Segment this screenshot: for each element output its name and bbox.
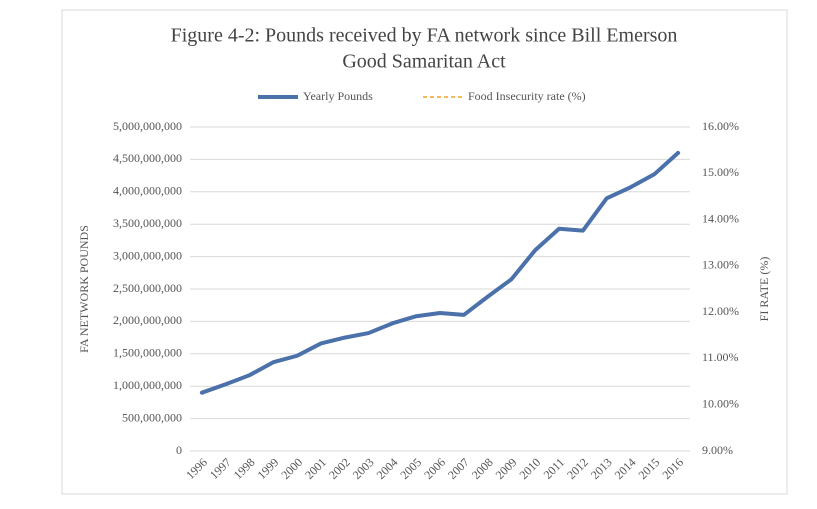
- y2-tick-label: 12.00%: [702, 304, 739, 318]
- y-axis-label: FA NETWORK POUNDS: [77, 225, 91, 353]
- y-tick-label: 4,000,000,000: [113, 184, 182, 198]
- y-tick-label: 2,000,000,000: [113, 313, 182, 327]
- chart-border: [61, 9, 788, 495]
- y-tick-label: 3,000,000,000: [113, 248, 182, 262]
- y2-tick-label: 15.00%: [702, 165, 739, 179]
- chart-subtitle: Good Samaritan Act: [342, 51, 506, 73]
- y2-tick-label: 11.00%: [702, 350, 739, 364]
- y2-tick-label: 10.00%: [702, 396, 739, 410]
- y-tick-label: 500,000,000: [122, 410, 182, 424]
- y-tick-label: 1,000,000,000: [113, 378, 182, 392]
- y2-tick-label: 9.00%: [702, 443, 733, 457]
- y-tick-label: 0: [176, 443, 182, 457]
- y-tick-label: 3,500,000,000: [113, 216, 182, 230]
- series-line: [199, 150, 681, 395]
- y-tick-label: 1,500,000,000: [113, 346, 182, 360]
- chart-title: Figure 4-2: Pounds received by FA networ…: [171, 25, 678, 47]
- y-tick-label: 5,000,000,000: [113, 119, 182, 133]
- y2-axis-label: FI RATE (%): [757, 257, 771, 322]
- y-tick-label: 2,500,000,000: [113, 281, 182, 295]
- y2-tick-label: 14.00%: [702, 211, 739, 225]
- y-tick-label: 4,500,000,000: [113, 151, 182, 165]
- legend-label: Yearly Pounds: [303, 89, 373, 103]
- y2-tick-label: 13.00%: [702, 258, 739, 272]
- legend-label: Food Insecurity rate (%): [468, 89, 586, 103]
- y2-tick-label: 16.00%: [702, 119, 739, 133]
